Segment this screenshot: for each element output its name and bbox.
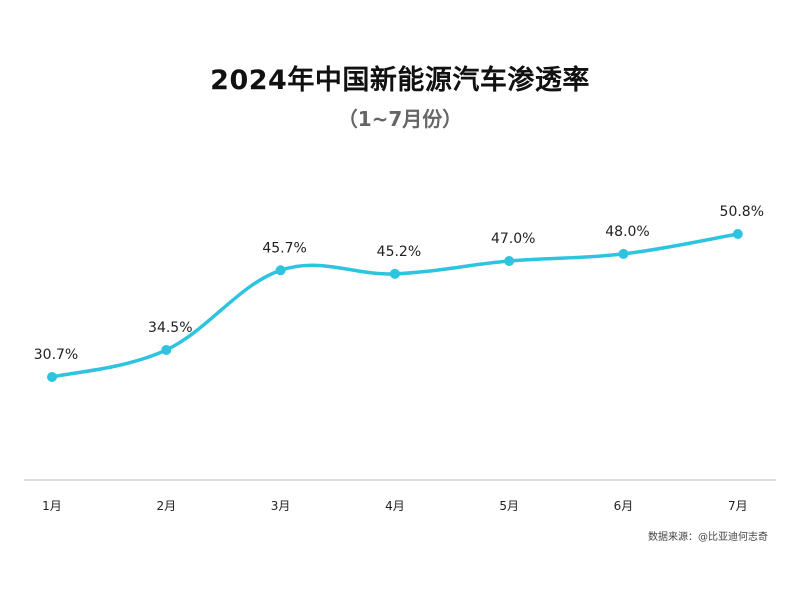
data-label: 48.0% — [605, 224, 649, 240]
data-label: 34.5% — [148, 320, 192, 336]
x-tick-label: 4月 — [385, 499, 405, 513]
data-labels: 30.7% 34.5% 45.7% 45.2% 47.0% 48.0% 50.8% — [34, 204, 764, 363]
data-point — [47, 372, 57, 382]
data-point — [732, 229, 743, 239]
x-tick-labels: 1月 2月 3月 4月 5月 6月 7月 — [42, 499, 747, 513]
data-label: 50.8% — [720, 204, 764, 220]
chart-subtitle: （1~7月份） — [337, 107, 463, 131]
data-label: 45.2% — [377, 244, 421, 260]
x-tick-label: 5月 — [499, 499, 519, 513]
data-point — [504, 256, 515, 267]
data-point — [618, 248, 629, 259]
x-tick-label: 3月 — [271, 499, 291, 513]
x-tick-label: 1月 — [42, 499, 62, 513]
data-label: 30.7% — [34, 347, 78, 363]
chart-title: 2024年中国新能源汽车渗透率 — [210, 65, 590, 96]
x-tick-label: 6月 — [614, 499, 634, 513]
source-note: 数据来源：@比亚迪何志奇 — [648, 532, 768, 543]
x-tick-label: 2月 — [156, 499, 176, 513]
data-points — [47, 229, 743, 382]
data-point — [161, 344, 172, 355]
data-label: 47.0% — [491, 231, 535, 247]
x-tick-label: 7月 — [728, 499, 748, 513]
data-point — [275, 265, 286, 276]
data-label: 45.7% — [262, 240, 306, 256]
data-point — [389, 268, 400, 279]
